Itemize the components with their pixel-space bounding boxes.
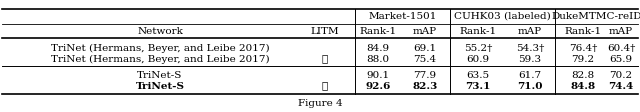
Text: 60.4†: 60.4† xyxy=(607,43,635,53)
Text: TriNet (Hermans, Beyer, and Leibe 2017): TriNet (Hermans, Beyer, and Leibe 2017) xyxy=(51,54,269,64)
Text: 69.1: 69.1 xyxy=(413,43,436,53)
Text: Network: Network xyxy=(137,27,183,36)
Text: 84.8: 84.8 xyxy=(570,82,596,90)
Text: TriNet (Hermans, Beyer, and Leibe 2017): TriNet (Hermans, Beyer, and Leibe 2017) xyxy=(51,43,269,53)
Text: 65.9: 65.9 xyxy=(609,55,632,64)
Text: mAP: mAP xyxy=(609,27,633,36)
Text: 63.5: 63.5 xyxy=(467,70,490,80)
Text: 55.2†: 55.2† xyxy=(464,43,492,53)
Text: mAP: mAP xyxy=(413,27,437,36)
Text: 54.3†: 54.3† xyxy=(516,43,544,53)
Text: TriNet-S: TriNet-S xyxy=(138,70,182,80)
Text: 75.4: 75.4 xyxy=(413,55,436,64)
Text: 88.0: 88.0 xyxy=(367,55,390,64)
Text: LITM: LITM xyxy=(310,27,339,36)
Text: Rank-1: Rank-1 xyxy=(360,27,397,36)
Text: CUHK03 (labeled): CUHK03 (labeled) xyxy=(454,12,551,20)
Text: ✓: ✓ xyxy=(322,55,328,64)
Text: 70.2: 70.2 xyxy=(609,70,632,80)
Text: mAP: mAP xyxy=(518,27,542,36)
Text: 71.0: 71.0 xyxy=(517,82,543,90)
Text: 59.3: 59.3 xyxy=(518,55,541,64)
Text: ✓: ✓ xyxy=(322,82,328,90)
Text: Rank-1: Rank-1 xyxy=(460,27,497,36)
Text: 74.4: 74.4 xyxy=(609,82,634,90)
Text: 60.9: 60.9 xyxy=(467,55,490,64)
Text: 76.4†: 76.4† xyxy=(569,43,597,53)
Text: Market-1501: Market-1501 xyxy=(368,12,436,20)
Text: 73.1: 73.1 xyxy=(465,82,491,90)
Text: 79.2: 79.2 xyxy=(572,55,595,64)
Text: DukeMTMC-reID: DukeMTMC-reID xyxy=(551,12,640,20)
Text: TriNet-S: TriNet-S xyxy=(136,82,184,90)
Text: Figure 4: Figure 4 xyxy=(298,98,342,108)
Text: Rank-1: Rank-1 xyxy=(564,27,602,36)
Text: 77.9: 77.9 xyxy=(413,70,436,80)
Text: 92.6: 92.6 xyxy=(365,82,390,90)
Text: 84.9: 84.9 xyxy=(367,43,390,53)
Text: 82.3: 82.3 xyxy=(412,82,438,90)
Text: 90.1: 90.1 xyxy=(367,70,390,80)
Text: 61.7: 61.7 xyxy=(518,70,541,80)
Text: 82.8: 82.8 xyxy=(572,70,595,80)
